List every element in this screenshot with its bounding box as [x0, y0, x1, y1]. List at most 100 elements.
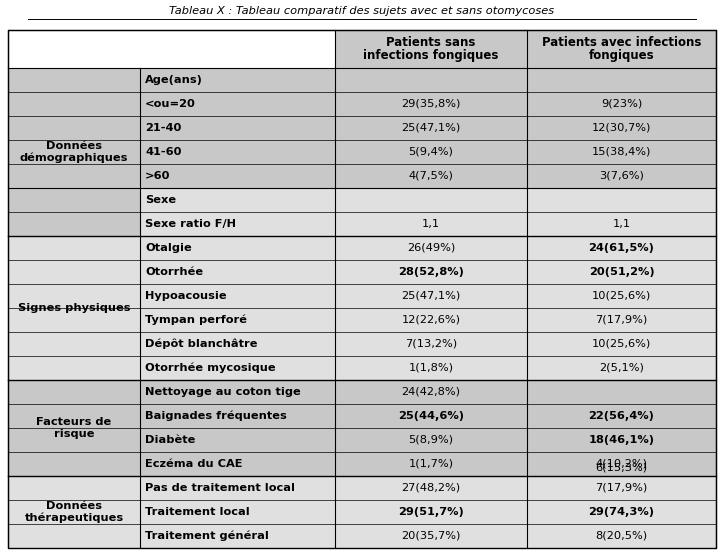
Text: Pas de traitement local: Pas de traitement local — [145, 483, 295, 493]
Bar — [140, 188, 716, 212]
Bar — [140, 212, 716, 236]
Text: Age(ans): Age(ans) — [145, 75, 203, 85]
Text: 24(61,5%): 24(61,5%) — [589, 243, 654, 253]
Text: 10(25,6%): 10(25,6%) — [592, 339, 651, 349]
Text: 29(51,7%): 29(51,7%) — [398, 507, 464, 517]
Bar — [8, 356, 140, 380]
Text: 7(17,9%): 7(17,9%) — [595, 315, 648, 325]
Text: 12(30,7%): 12(30,7%) — [592, 123, 651, 133]
Text: Tympan perforé: Tympan perforé — [145, 315, 247, 325]
Text: 7(17,9%): 7(17,9%) — [595, 483, 648, 493]
Text: Otorrhée mycosique: Otorrhée mycosique — [145, 363, 276, 373]
Bar — [140, 476, 716, 500]
Bar — [8, 164, 140, 188]
Bar — [8, 68, 140, 92]
Bar — [8, 92, 140, 116]
Text: Otalgie: Otalgie — [145, 243, 192, 253]
Text: 7(13,2%): 7(13,2%) — [405, 339, 457, 349]
Text: Sexe ratio F/H: Sexe ratio F/H — [145, 219, 236, 229]
Bar — [140, 452, 716, 476]
Bar — [8, 524, 140, 548]
Text: 27(48,2%): 27(48,2%) — [401, 483, 460, 493]
Bar — [140, 260, 716, 284]
Text: 20(35,7%): 20(35,7%) — [401, 531, 460, 541]
Bar — [8, 332, 140, 356]
Text: Baignades fréquentes: Baignades fréquentes — [145, 411, 287, 421]
Bar — [8, 260, 140, 284]
Bar — [140, 68, 716, 92]
Text: 5(8,9%): 5(8,9%) — [408, 435, 453, 445]
Text: Données
thérapeutiques: Données thérapeutiques — [25, 501, 124, 523]
Bar — [8, 236, 140, 380]
Bar — [8, 428, 140, 452]
Text: 4(7,5%): 4(7,5%) — [408, 171, 453, 181]
Text: 29(74,3%): 29(74,3%) — [589, 507, 654, 517]
Text: Sexe: Sexe — [145, 195, 176, 205]
Text: Tableau X : Tableau comparatif des sujets avec et sans otomycoses: Tableau X : Tableau comparatif des sujet… — [169, 6, 555, 16]
Text: 2(5,1%): 2(5,1%) — [599, 363, 644, 373]
Text: 18(46,1%): 18(46,1%) — [589, 435, 654, 445]
Bar — [140, 356, 716, 380]
Text: 29(35,8%): 29(35,8%) — [401, 99, 460, 109]
Bar — [140, 428, 716, 452]
Text: Facteurs de
risque: Facteurs de risque — [36, 417, 111, 439]
Text: Nettoyage au coton tige: Nettoyage au coton tige — [145, 387, 300, 397]
Bar — [140, 524, 716, 548]
Text: 15(38,4%): 15(38,4%) — [592, 147, 651, 157]
Bar — [140, 332, 716, 356]
Text: Otorrhée: Otorrhée — [145, 267, 203, 277]
Bar — [140, 92, 716, 116]
Bar — [8, 452, 140, 476]
Text: Dépôt blanchâtre: Dépôt blanchâtre — [145, 338, 258, 349]
Bar — [8, 500, 140, 524]
Bar — [527, 30, 716, 68]
Text: Eczéma du CAE: Eczéma du CAE — [145, 459, 243, 469]
Bar — [140, 404, 716, 428]
Bar — [8, 30, 335, 68]
Text: 5(9,4%): 5(9,4%) — [408, 147, 453, 157]
Text: 6(15,3%): 6(15,3%) — [595, 463, 647, 473]
Text: <ou=20: <ou=20 — [145, 99, 196, 109]
Bar — [8, 380, 140, 476]
Bar — [8, 212, 140, 236]
Text: infections fongiques: infections fongiques — [363, 49, 499, 63]
Text: 1(1,7%): 1(1,7%) — [408, 459, 453, 469]
Text: 26(49%): 26(49%) — [407, 243, 455, 253]
Text: 1,1: 1,1 — [613, 219, 631, 229]
Bar — [140, 284, 716, 308]
Text: 25(44,6%): 25(44,6%) — [398, 411, 464, 421]
Text: 22(56,4%): 22(56,4%) — [589, 411, 654, 421]
Text: 8(20,5%): 8(20,5%) — [595, 531, 647, 541]
Bar — [140, 236, 716, 260]
Text: 4(10,2%): 4(10,2%) — [596, 459, 647, 469]
Bar — [8, 68, 140, 236]
Bar — [8, 116, 140, 140]
Bar — [8, 476, 140, 548]
Bar — [335, 30, 527, 68]
Text: 1,1: 1,1 — [422, 219, 440, 229]
Bar — [8, 476, 140, 500]
Bar — [140, 140, 716, 164]
Bar — [8, 140, 140, 164]
Text: Traitement local: Traitement local — [145, 507, 250, 517]
Text: 1(1,8%): 1(1,8%) — [408, 363, 453, 373]
Bar — [140, 500, 716, 524]
Text: Patients avec infections: Patients avec infections — [542, 35, 701, 49]
Bar — [140, 116, 716, 140]
Text: 10(25,6%): 10(25,6%) — [592, 291, 651, 301]
Text: >60: >60 — [145, 171, 170, 181]
Bar — [8, 188, 140, 212]
Bar — [8, 308, 140, 332]
Bar — [140, 308, 716, 332]
Bar — [140, 380, 716, 404]
Text: Traitement général: Traitement général — [145, 531, 269, 541]
Text: Hypoacousie: Hypoacousie — [145, 291, 227, 301]
Bar — [140, 164, 716, 188]
Text: 25(47,1%): 25(47,1%) — [401, 291, 460, 301]
Text: fongiques: fongiques — [589, 49, 654, 63]
Text: Signes physiques: Signes physiques — [18, 303, 130, 313]
Text: 20(51,2%): 20(51,2%) — [589, 267, 654, 277]
Text: 41-60: 41-60 — [145, 147, 182, 157]
Text: Données
démographiques: Données démographiques — [20, 141, 128, 163]
Text: 3(7,6%): 3(7,6%) — [599, 171, 644, 181]
